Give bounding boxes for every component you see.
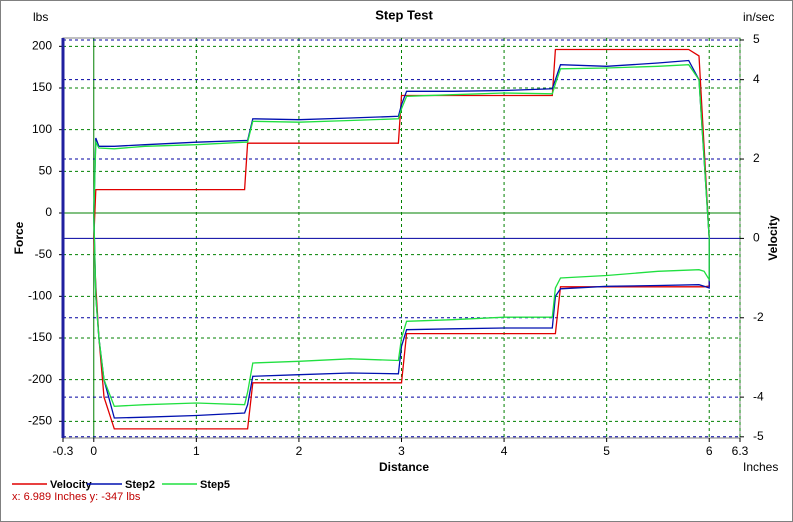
x-label: Distance [379, 460, 429, 474]
y-unit: lbs [33, 10, 48, 24]
x-tick-label: 5 [603, 444, 610, 458]
y-tick-label: -200 [28, 372, 52, 386]
y2-tick-label: 2 [753, 151, 760, 165]
x-tick-label: 4 [501, 444, 508, 458]
series-line [93, 64, 710, 407]
y2-unit: in/sec [743, 10, 774, 24]
x-tick-label: 6 [706, 444, 713, 458]
x-tick-label: 0 [90, 444, 97, 458]
y-tick-label: 100 [32, 122, 52, 136]
y-tick-label: -250 [28, 414, 52, 428]
y-tick-label: 150 [32, 80, 52, 94]
y-tick-label: -100 [28, 289, 52, 303]
y2-tick-label: -2 [753, 310, 764, 324]
x-tick-label: -0.3 [53, 444, 74, 458]
cursor-readout: x: 6.989 Inches y: -347 lbs [12, 491, 141, 503]
y-tick-label: -150 [28, 330, 52, 344]
y2-tick-label: -4 [753, 389, 764, 403]
y2-tick-label: -5 [753, 429, 764, 443]
y2-tick-label: 0 [753, 231, 760, 245]
x-tick-label: 3 [398, 444, 405, 458]
y-tick-label: 50 [39, 164, 53, 178]
series-line [93, 59, 710, 419]
y2-tick-label: 5 [753, 32, 760, 46]
y-tick-label: 0 [45, 205, 52, 219]
y-tick-label: 200 [32, 39, 52, 53]
y2-label: Velocity [766, 215, 780, 261]
x-tick-label: 1 [193, 444, 200, 458]
y-tick-label: -50 [35, 247, 53, 261]
chart-title: Step Test [375, 7, 433, 22]
x-tick-label: 2 [296, 444, 303, 458]
y-label: Force [12, 221, 26, 254]
legend-label: Step2 [125, 479, 155, 491]
y2-tick-label: 4 [753, 72, 760, 86]
legend-label: Step5 [200, 479, 230, 491]
legend-label: Velocity [50, 479, 92, 491]
x-tick-label: 6.3 [732, 444, 749, 458]
x-unit: Inches [743, 460, 778, 474]
